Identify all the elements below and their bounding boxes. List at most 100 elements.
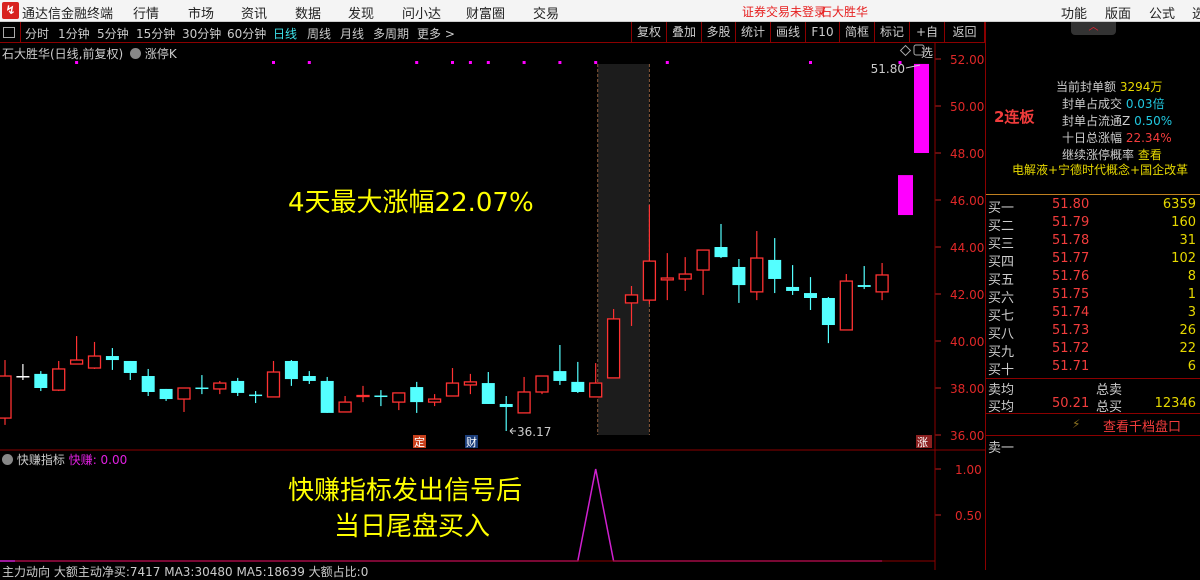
period-30min[interactable]: 30分钟	[182, 27, 222, 41]
highlight-region	[597, 64, 650, 435]
overlay-button[interactable]: 叠加	[666, 22, 701, 43]
candle-up	[678, 273, 692, 280]
app-title: 通达信金融终端	[22, 7, 114, 22]
y-tick-label: 52.00	[950, 53, 984, 67]
menu-banmian[interactable]: 版面	[1105, 7, 1132, 22]
back-button[interactable]: 返回	[944, 22, 985, 43]
signal-dot	[451, 61, 454, 64]
lightning-icon: ⚡	[1072, 417, 1081, 431]
candle-down	[320, 380, 334, 413]
menu-wenxiaoda[interactable]: 问小达	[402, 7, 442, 22]
chevron-down-icon[interactable]	[130, 48, 142, 59]
chart-annotation: 4天最大涨幅22.07%	[288, 188, 534, 218]
menu-caifuquan[interactable]: 财富圈	[466, 7, 506, 22]
period-15min[interactable]: 15分钟	[136, 27, 176, 41]
bid-row[interactable]: 买五 51.76 8	[988, 269, 1196, 288]
candle-down	[804, 293, 817, 298]
candle-up	[589, 382, 603, 398]
collapse-up-button[interactable]: ︿	[1071, 22, 1116, 35]
panel-toggle-icon[interactable]	[3, 27, 15, 38]
signal-dot	[272, 61, 275, 64]
candle-up	[750, 257, 764, 293]
indicator-series-label: 快赚	[68, 453, 93, 467]
candle-down	[16, 376, 30, 378]
bid-row[interactable]: 买一 51.80 6359	[988, 197, 1196, 216]
period-daily[interactable]: 日线	[273, 27, 298, 41]
view-probability-link[interactable]: 查看	[1137, 148, 1162, 162]
bid-row[interactable]: 买十 51.71 6	[988, 359, 1196, 378]
chevron-down-icon[interactable]	[2, 454, 13, 465]
candle-down	[553, 371, 567, 381]
simple-frame-button[interactable]: 简框	[839, 22, 874, 43]
bid-row[interactable]: 买四 51.77 102	[988, 251, 1196, 270]
candle-down	[195, 387, 209, 390]
diamond-icon[interactable]	[899, 44, 912, 57]
multi-stock-button[interactable]: 多股	[701, 22, 735, 43]
f10-button[interactable]: F10	[805, 22, 839, 43]
login-status[interactable]: 证券交易未登录	[742, 5, 827, 19]
candle-up	[606, 318, 621, 379]
candle-up	[0, 375, 12, 419]
indicator-annotation-1: 快赚指标发出信号后	[288, 476, 523, 506]
period-weekly[interactable]: 周线	[307, 27, 332, 41]
bid-row[interactable]: 买二 51.79 160	[988, 215, 1196, 234]
candle-up	[356, 394, 370, 398]
candle-up	[839, 280, 853, 331]
candle-up	[535, 375, 549, 393]
marker-cai[interactable]	[465, 435, 478, 448]
indicator-tag[interactable]: 涨停K	[144, 47, 177, 61]
menu-xuan[interactable]: 选	[1192, 7, 1200, 22]
mark-button[interactable]: 标记	[874, 22, 909, 43]
period-1min[interactable]: 1分钟	[58, 27, 90, 41]
app-logo-icon: ↯	[2, 2, 19, 19]
info-row: 封单占流通Z 0.50%	[1062, 114, 1173, 128]
marker-cai-label: 财	[466, 435, 477, 449]
period-more[interactable]: 更多 >	[417, 27, 455, 41]
candle-up	[213, 382, 227, 390]
indicator-name[interactable]: 快赚指标	[16, 453, 65, 467]
marker-ding[interactable]	[413, 435, 426, 448]
candle-down	[714, 247, 728, 258]
menu-gongshi[interactable]: 公式	[1149, 7, 1176, 22]
menu-shuju[interactable]: 数据	[295, 7, 322, 22]
chart-title-row: 石大胜华(日线,前复权) 涨停K	[2, 45, 177, 62]
marker-ding-label: 定	[414, 435, 425, 449]
period-60min[interactable]: 60分钟	[227, 27, 267, 41]
indicator-value: 0.00	[100, 453, 128, 467]
menu-shichang[interactable]: 市场	[188, 7, 215, 22]
panel-icon[interactable]	[913, 44, 925, 56]
menu-hangqing[interactable]: 行情	[133, 7, 160, 22]
candle-up	[338, 401, 352, 413]
kline-chart[interactable]: 52.00 50.00 48.00 46.00 44.00 42.00 40.00 38.00…	[0, 43, 985, 570]
period-monthly[interactable]: 月线	[340, 27, 365, 41]
period-multi[interactable]: 多周期	[373, 27, 410, 41]
bid-row[interactable]: 买八 51.73 26	[988, 323, 1196, 342]
marker-zhang[interactable]	[916, 435, 932, 448]
menu-gongneng[interactable]: 功能	[1061, 7, 1088, 22]
candle-down	[284, 360, 298, 380]
draw-line-button[interactable]: 画线	[770, 22, 805, 43]
projection-bar	[914, 63, 929, 153]
bid-row[interactable]: 买九 51.72 22	[988, 341, 1196, 360]
projection-bar	[898, 175, 913, 216]
candle-down	[34, 373, 48, 388]
menu-faxian[interactable]: 发现	[348, 7, 375, 22]
bid-row[interactable]: 买七 51.74 3	[988, 305, 1196, 324]
right-panel: ︿ 2连板 当前封单额 3294万 封单占成交 0.03倍 封单占流通Z 0.5…	[985, 22, 1200, 570]
depth-link[interactable]: 查看千档盘口	[1103, 420, 1182, 435]
bid-row[interactable]: 买三 51.78 31	[988, 233, 1196, 252]
stats-button[interactable]: 统计	[735, 22, 770, 43]
candle-down	[410, 387, 424, 403]
add-favorite-button[interactable]: +自选	[909, 22, 944, 60]
period-fenshi[interactable]: 分时	[25, 27, 50, 41]
period-toolbar: 分时 1分钟 5分钟 15分钟 30分钟 60分钟 日线 周线 月线 多周期 更…	[0, 22, 985, 60]
signal-dot	[415, 61, 419, 64]
fuquan-button[interactable]: 复权	[631, 22, 666, 43]
candle-up	[266, 371, 281, 398]
menu-zixun[interactable]: 资讯	[241, 7, 268, 22]
bid-row[interactable]: 买六 51.75 1	[988, 287, 1196, 306]
period-5min[interactable]: 5分钟	[97, 27, 129, 41]
menu-jiaoyi[interactable]: 交易	[533, 7, 560, 22]
candle-down	[105, 356, 119, 361]
concepts[interactable]: 电解液+宁德时代概念+国企改革	[1012, 163, 1189, 177]
